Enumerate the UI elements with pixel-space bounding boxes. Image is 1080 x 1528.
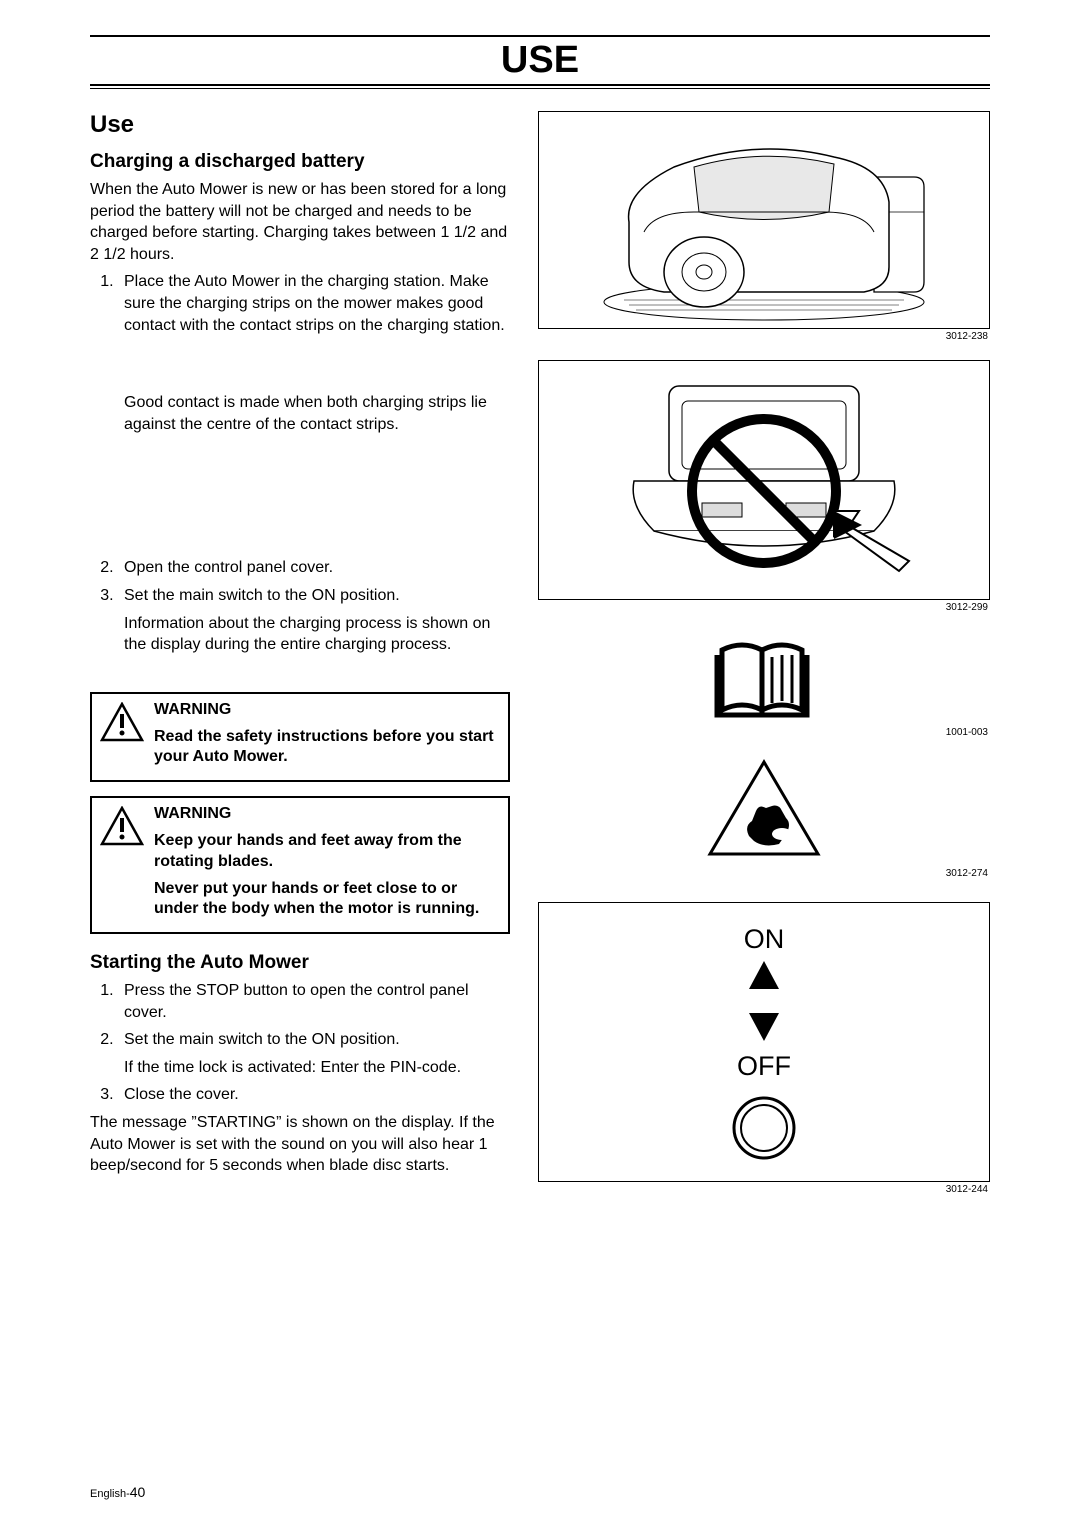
charging-title: Charging a discharged battery	[90, 151, 510, 173]
figure-5-code: 3012-244	[538, 1184, 988, 1195]
charging-step-1-text: Place the Auto Mower in the charging sta…	[124, 273, 505, 333]
warning-2-text2: Never put your hands or feet close to or…	[154, 879, 500, 921]
figure-2-code: 3012-299	[538, 602, 988, 613]
on-label: ON	[744, 924, 785, 954]
figure-5-block: ON OFF 3012-244	[538, 902, 990, 1195]
charging-step-2: Open the control panel cover.	[118, 557, 510, 579]
charging-step-3-note: Information about the charging process i…	[124, 613, 510, 656]
off-label: OFF	[737, 1051, 791, 1081]
charging-steps: Place the Auto Mower in the charging sta…	[90, 271, 510, 435]
left-column: Use Charging a discharged battery When t…	[90, 89, 510, 1213]
warning-icon-2	[100, 804, 144, 926]
footer-lang: English-	[90, 1488, 130, 1500]
charging-step-3: Set the main switch to the ON position. …	[118, 585, 510, 656]
starting-outro: The message ”STARTING” is shown on the d…	[90, 1112, 510, 1177]
header-rule-mid	[90, 84, 990, 86]
charging-step-1-note: Good contact is made when both charging …	[124, 392, 510, 435]
warning-2-content: WARNING Keep your hands and feet away fr…	[154, 804, 500, 926]
figure-3-code: 1001-003	[946, 727, 988, 738]
page: USE Use Charging a discharged battery Wh…	[0, 0, 1080, 1528]
figure-1-code: 3012-238	[538, 331, 988, 342]
starting-steps: Press the STOP button to open the contro…	[90, 980, 510, 1106]
starting-title: Starting the Auto Mower	[90, 952, 510, 974]
warning-2-text1: Keep your hands and feet away from the r…	[154, 831, 500, 873]
warning-label-1: WARNING	[154, 700, 500, 721]
figure-2	[538, 360, 990, 600]
warning-box-1: WARNING Read the safety instructions bef…	[90, 692, 510, 782]
figure-5: ON OFF	[538, 902, 990, 1182]
footer: English-40	[90, 1484, 145, 1500]
figure-4-code: 3012-274	[946, 868, 988, 879]
starting-step-3: Close the cover.	[118, 1084, 510, 1106]
figure-2-block: 3012-299	[538, 360, 990, 613]
warning-1-content: WARNING Read the safety instructions bef…	[154, 700, 500, 774]
charging-intro: When the Auto Mower is new or has been s…	[90, 179, 510, 265]
starting-step-2: Set the main switch to the ON position. …	[118, 1029, 510, 1078]
footer-page: 40	[130, 1484, 146, 1500]
warning-icon-1	[100, 700, 144, 774]
page-title: USE	[90, 39, 990, 82]
hand-warning-icon	[704, 756, 824, 866]
section-title: Use	[90, 111, 510, 139]
charging-steps-cont: Open the control panel cover. Set the ma…	[90, 557, 510, 655]
starting-step-1: Press the STOP button to open the contro…	[118, 980, 510, 1023]
warning-box-2: WARNING Keep your hands and feet away fr…	[90, 796, 510, 934]
figure-4-block: 3012-274	[538, 756, 990, 879]
starting-step-2-text: Set the main switch to the ON position.	[124, 1031, 400, 1048]
charging-step-1: Place the Auto Mower in the charging sta…	[118, 271, 510, 435]
right-column: 3012-238	[538, 89, 990, 1213]
warning-label-2: WARNING	[154, 804, 500, 825]
book-icon	[712, 635, 817, 725]
header-rule-top	[90, 35, 990, 37]
figure-1	[538, 111, 990, 329]
warning-1-text: Read the safety instructions before you …	[154, 727, 500, 769]
starting-step-2-note: If the time lock is activated: Enter the…	[124, 1057, 510, 1079]
figure-1-block: 3012-238	[538, 111, 990, 342]
charging-step-3-text: Set the main switch to the ON position.	[124, 587, 400, 604]
two-column-layout: Use Charging a discharged battery When t…	[90, 89, 990, 1213]
figure-3-block: 1001-003	[538, 635, 990, 738]
